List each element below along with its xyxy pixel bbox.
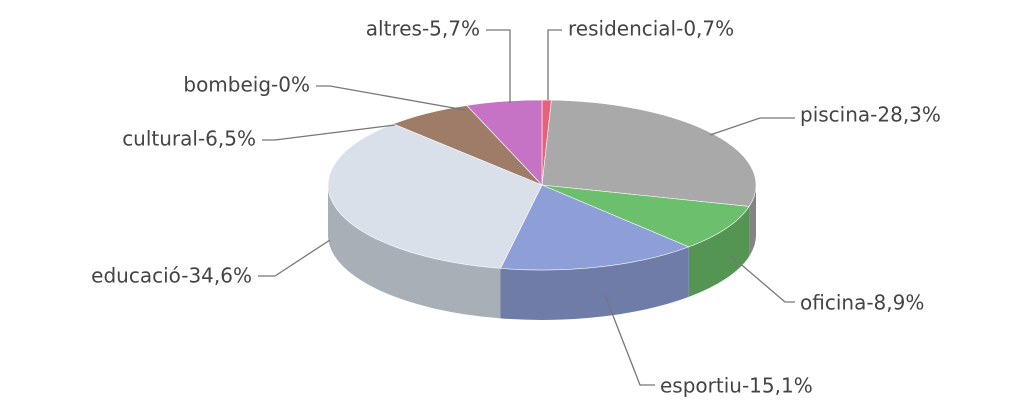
slice-side: [328, 185, 501, 319]
leader-line: [486, 29, 511, 103]
leader-line: [547, 29, 562, 100]
slice-side: [749, 185, 756, 257]
leader-line: [709, 117, 795, 136]
leader-line: [316, 85, 466, 111]
slice-side: [500, 246, 689, 320]
slice: [541, 99, 757, 207]
leader-line: [258, 239, 331, 277]
slice-label: esportiu-15,1%: [660, 374, 813, 398]
slice-label: bombeig-0%: [183, 73, 310, 97]
slice-label: cultural-6,5%: [122, 127, 256, 151]
slice-label: residencial-0,7%: [568, 17, 734, 41]
slice-label: oficina-8,9%: [800, 291, 924, 315]
slice-side: [688, 206, 750, 297]
leader-line: [262, 124, 396, 141]
leader-line: [729, 254, 795, 303]
slice: [466, 99, 543, 186]
slice: [327, 123, 543, 269]
slice: [541, 184, 750, 248]
slice-label: educació-34,6%: [91, 264, 252, 288]
slice-label: piscina-28,3%: [800, 103, 941, 127]
slice-label: altres-5,7%: [366, 17, 480, 41]
slice: [500, 184, 690, 271]
leader-line: [604, 294, 655, 386]
